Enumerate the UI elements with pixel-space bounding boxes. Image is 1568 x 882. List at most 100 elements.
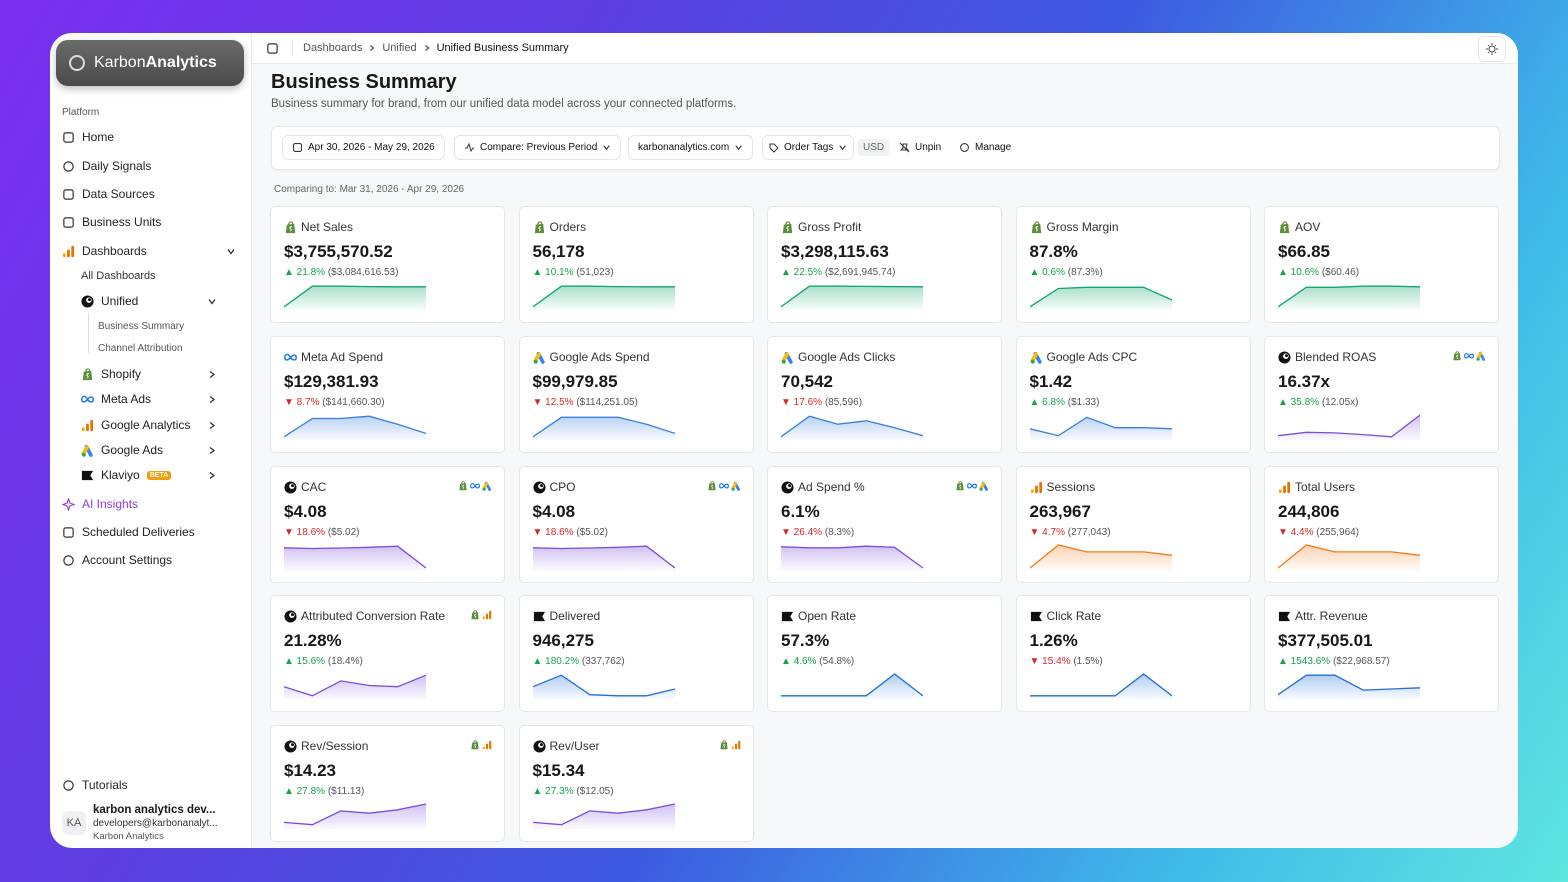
nav-item[interactable]: Google Ads bbox=[81, 443, 221, 457]
nav-item[interactable]: Meta Ads bbox=[81, 392, 221, 406]
nav-item[interactable]: Data Sources bbox=[62, 187, 155, 201]
metric-card[interactable]: Orders 56,178 ▲ 10.1% (51,023) bbox=[518, 206, 754, 323]
nav-item[interactable]: AI Insights bbox=[62, 497, 138, 511]
metric-card[interactable]: Click Rate 1.26% ▼ 15.4% (1.5%) bbox=[1015, 595, 1251, 713]
nav-label: Tutorials bbox=[82, 778, 128, 792]
metric-change-row: ▲ 10.1% (51,023) bbox=[533, 267, 614, 278]
metric-name: Sessions bbox=[1046, 479, 1096, 494]
user-email: developers@karbonanalyt... bbox=[93, 818, 218, 829]
sparkline bbox=[532, 674, 675, 700]
metric-change: ▲ 4.6% bbox=[781, 656, 817, 668]
source-icon bbox=[533, 481, 546, 494]
metric-change: ▲ 27.8% bbox=[284, 786, 326, 797]
sparkline-line bbox=[781, 673, 923, 697]
nav-item[interactable]: Business Units bbox=[62, 215, 161, 229]
domain-select[interactable]: karbonanalytics.com bbox=[628, 135, 754, 160]
metric-card[interactable]: Sessions 263,967 ▼ 4.7% (277,043) bbox=[1015, 465, 1251, 583]
sparkline bbox=[1029, 286, 1172, 310]
nav-item[interactable]: Dashboards bbox=[62, 244, 242, 258]
compare-select[interactable]: Compare: Previous Period bbox=[454, 135, 622, 160]
nav-label: All Dashboards bbox=[81, 270, 156, 282]
tags-select[interactable]: Order Tags bbox=[762, 135, 855, 160]
metric-card[interactable]: Open Rate 57.3% ▲ 4.6% (54.8%) bbox=[767, 595, 1002, 713]
sidebar-toggle[interactable] bbox=[266, 42, 279, 55]
metric-card[interactable]: Rev/Session $14.23 ▲ 27.8% ($11.13) bbox=[270, 725, 505, 842]
metric-card[interactable]: Google Ads Clicks 70,542 ▼ 17.6% (85,596) bbox=[767, 335, 1002, 453]
sparkline-area bbox=[781, 545, 923, 570]
crumb[interactable]: Dashboards bbox=[303, 42, 363, 54]
metric-card[interactable]: Delivered 946,275 ▲ 180.2% (337,762) bbox=[518, 595, 754, 713]
nav-item[interactable]: Channel Attribution bbox=[98, 343, 183, 354]
chevron bbox=[602, 143, 611, 152]
metric-card[interactable]: Google Ads CPC $1.42 ▲ 6.8% ($1.33) bbox=[1015, 335, 1251, 453]
metric-card[interactable]: Attributed Conversion Rate 21.28% ▲ 15.6% … bbox=[270, 595, 505, 713]
metric-card[interactable]: Ad Spend % 6.1% ▼ 26.4% (8.3%) bbox=[767, 465, 1002, 583]
metric-name: Rev/User bbox=[549, 739, 600, 753]
metric-card[interactable]: Total Users 244,806 ▼ 4.4% (255,964) bbox=[1264, 465, 1499, 583]
metric-card[interactable]: Gross Profit $3,298,115.63 ▲ 22.5% ($2,691… bbox=[767, 206, 1002, 323]
sparkline-area bbox=[284, 286, 426, 310]
sparkline-line bbox=[781, 285, 923, 308]
source-icons bbox=[707, 481, 741, 491]
metric-card[interactable]: Gross Margin 87.8% ▲ 0.6% (87.3%) bbox=[1015, 206, 1251, 323]
metric-card[interactable]: AOV $66.85 ▲ 10.6% ($60.46) bbox=[1264, 206, 1499, 323]
theme-toggle[interactable] bbox=[1478, 36, 1506, 62]
metric-change: ▼ 17.6% bbox=[781, 396, 823, 408]
sparkline bbox=[284, 285, 426, 310]
metric-change-row: ▼ 18.6% ($5.02) bbox=[533, 527, 609, 538]
nav-item[interactable]: Account Settings bbox=[62, 553, 172, 567]
sparkline-area bbox=[532, 545, 675, 570]
source-icon bbox=[1030, 481, 1043, 494]
nav-item[interactable]: Klaviyo BETA bbox=[81, 468, 221, 482]
nav-item[interactable]: Shopify bbox=[81, 367, 221, 381]
metric-card[interactable]: Blended ROAS 16.37x ▲ 35.8% (12.05x) bbox=[1264, 335, 1499, 453]
user-name[interactable]: karbon analytics dev... bbox=[93, 804, 216, 816]
source-icon bbox=[781, 351, 794, 364]
sparkline-line bbox=[1029, 416, 1172, 437]
icon bbox=[81, 368, 94, 381]
metric-change-row: ▼ 12.5% ($114,251.05) bbox=[533, 397, 638, 408]
metric-name: Net Sales bbox=[301, 220, 354, 234]
metric-card[interactable]: Google Ads Spend $99,979.85 ▼ 12.5% ($114,… bbox=[518, 335, 754, 453]
metric-previous: ($12.05) bbox=[576, 786, 614, 797]
app-window: KarbonAnalytics Platform Home Daily Sign… bbox=[50, 33, 1518, 848]
nav-item[interactable]: Daily Signals bbox=[62, 159, 151, 173]
nav-item[interactable]: Tutorials bbox=[62, 778, 128, 792]
metric-card[interactable]: Attr. Revenue $377,505.01 ▲ 1543.6% ($22,9… bbox=[1264, 595, 1499, 713]
top-bar: Dashboards Unified Unified Business Summ… bbox=[252, 33, 1518, 64]
metric-card[interactable]: CPO $4.08 ▼ 18.6% ($5.02) bbox=[518, 465, 754, 583]
metric-card[interactable]: CAC $4.08 ▼ 18.6% ($5.02) bbox=[270, 465, 505, 583]
metric-card[interactable]: Net Sales $3,755,570.52 ▲ 21.8% ($3,084,61… bbox=[270, 206, 505, 323]
source-icons bbox=[1452, 351, 1486, 361]
metric-card[interactable]: Rev/User $15.34 ▲ 27.3% ($12.05) bbox=[518, 725, 754, 842]
manage-button[interactable]: Manage bbox=[959, 135, 1011, 160]
metric-previous: ($11.13) bbox=[327, 786, 365, 797]
metric-change-row: ▲ 35.8% (12.05x) bbox=[1278, 397, 1359, 408]
nav-item[interactable]: Google Analytics bbox=[81, 418, 221, 432]
sparkline-line bbox=[532, 285, 675, 308]
nav-item[interactable]: Scheduled Deliveries bbox=[62, 525, 195, 539]
crumb[interactable]: Unified bbox=[382, 42, 417, 54]
nav-item[interactable]: All Dashboards bbox=[81, 270, 156, 282]
unpin-button[interactable]: Unpin bbox=[899, 135, 941, 160]
chevron bbox=[207, 368, 217, 381]
sparkline-area bbox=[284, 545, 426, 570]
nav-item[interactable]: Business Summary bbox=[98, 321, 185, 332]
nav-item[interactable]: Unified bbox=[81, 294, 221, 308]
metric-card[interactable]: Meta Ad Spend $129,381.93 ▼ 8.7% ($141,660… bbox=[270, 335, 505, 453]
metric-value: 16.37x bbox=[1278, 371, 1330, 391]
metric-previous: ($114,251.05) bbox=[576, 396, 638, 408]
metric-change: ▲ 22.5% bbox=[781, 267, 823, 278]
date-picker[interactable]: Apr 30, 2026 - May 29, 2026 bbox=[282, 135, 445, 160]
metric-value: 70,542 bbox=[781, 371, 833, 391]
metric-change-row: ▲ 180.2% (337,762) bbox=[533, 656, 625, 667]
nav-label: Unified bbox=[101, 294, 139, 308]
nav-item[interactable]: Home bbox=[62, 130, 114, 144]
button-label: karbonanalytics.com bbox=[638, 142, 730, 153]
metric-value: $129,381.93 bbox=[284, 371, 379, 391]
logo[interactable]: KarbonAnalytics bbox=[56, 40, 244, 86]
source-icon bbox=[284, 351, 297, 364]
metric-previous: (337,762) bbox=[581, 656, 625, 668]
